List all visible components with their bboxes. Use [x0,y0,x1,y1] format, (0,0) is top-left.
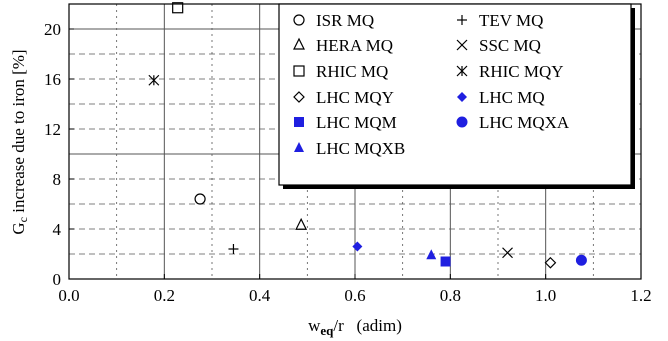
legend-label-hera-mq: HERA MQ [316,36,393,55]
x-axis-ticks: 0.0 0.2 0.4 0.6 0.8 1.0 1.2 [58,274,652,305]
marker-rhic-mqy [148,74,160,86]
legend-label-lhc-mq: LHC MQ [479,88,545,107]
marker-lhc-mq [352,241,363,252]
marker-tev-mq [228,244,239,254]
legend-label-ssc-mq: SSC MQ [479,36,541,55]
legend-marker-lhc-mqm [294,117,304,127]
legend-marker-ssc-mq [456,39,468,51]
y-tick-label: 20 [44,20,61,39]
legend-marker-isr-mq [293,14,305,26]
legend-marker-tev-mq [457,15,467,25]
marker-rhic-mq [172,2,184,14]
x-axis-title: weq/r (adim) [308,316,402,338]
y-tick-label: 4 [53,220,62,239]
legend-label-lhc-mqxa: LHC MQXA [479,113,570,132]
y-tick-label: 16 [44,70,61,89]
x-tick-label: 1.2 [630,286,651,305]
x-tick-label: 0.0 [58,286,79,305]
legend: ISR MQ TEV MQ HERA MQ SSC MQ RHIC MQ RHIC MQY… [278,3,635,189]
legend-label-lhc-mqy: LHC MQY [316,88,394,107]
marker-hera-mq [295,217,308,230]
x-tick-label: 0.4 [249,286,271,305]
legend-label-tev-mq: TEV MQ [479,11,543,30]
legend-marker-rhic-mq [293,65,305,77]
x-tick-label: 0.2 [154,286,175,305]
marker-ssc-mq [502,247,513,259]
y-axis-title: Gc increase due to iron [%] [9,49,30,234]
legend-marker-lhc-mq [457,92,467,102]
marker-lhc-mqxa [575,254,587,266]
y-tick-label: 8 [53,170,62,189]
y-tick-label: 12 [44,120,61,139]
legend-marker-lhc-mqxb [294,142,304,152]
data-markers [148,2,587,269]
legend-marker-hera-mq [293,37,305,50]
marker-lhc-mqm [440,256,451,267]
legend-label-lhc-mqm: LHC MQM [316,113,397,132]
y-axis-ticks: 0 4 8 12 16 20 [44,20,74,289]
legend-label-lhc-mqxb: LHC MQXB [316,139,405,158]
marker-lhc-mqy [544,256,557,269]
y-tick-label: 0 [53,270,62,289]
legend-marker-rhic-mqy [456,65,468,77]
legend-label-rhic-mq: RHIC MQ [316,62,388,81]
legend-marker-lhc-mqy [293,91,305,103]
x-tick-label: 1.0 [535,286,556,305]
legend-label-isr-mq: ISR MQ [316,11,374,30]
marker-isr-mq [194,193,206,205]
marker-lhc-mqxb [426,249,437,260]
legend-box [278,3,632,186]
x-tick-label: 0.8 [440,286,461,305]
x-tick-label: 0.6 [344,286,365,305]
legend-marker-lhc-mqxa [456,116,468,128]
legend-label-rhic-mqy: RHIC MQY [479,62,564,81]
